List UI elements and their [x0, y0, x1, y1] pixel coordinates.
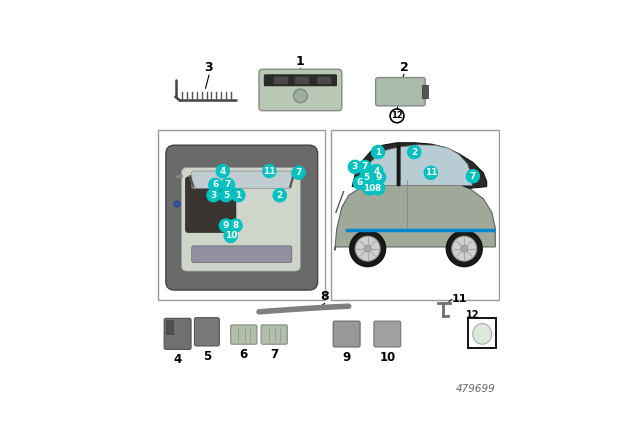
Circle shape: [364, 245, 371, 252]
Circle shape: [424, 166, 437, 179]
FancyBboxPatch shape: [186, 177, 236, 233]
Bar: [158, 129, 325, 301]
Circle shape: [355, 236, 380, 261]
FancyBboxPatch shape: [166, 145, 317, 290]
Text: 9: 9: [376, 173, 382, 182]
Circle shape: [372, 171, 386, 184]
Circle shape: [209, 178, 221, 191]
Text: 479699: 479699: [456, 383, 495, 393]
Text: 10: 10: [225, 232, 237, 241]
Text: 7: 7: [225, 181, 231, 190]
Circle shape: [467, 170, 479, 183]
Text: 6: 6: [212, 181, 218, 190]
Circle shape: [452, 236, 477, 261]
Circle shape: [370, 164, 383, 177]
Text: 3: 3: [352, 163, 358, 172]
Text: 7: 7: [270, 349, 278, 362]
Circle shape: [174, 201, 180, 207]
FancyBboxPatch shape: [181, 168, 300, 271]
Circle shape: [349, 231, 386, 267]
Circle shape: [348, 160, 362, 173]
Text: 8: 8: [232, 221, 239, 230]
Circle shape: [263, 164, 276, 177]
FancyBboxPatch shape: [274, 77, 289, 84]
Text: 7: 7: [296, 168, 302, 177]
Text: 4: 4: [173, 353, 182, 366]
Circle shape: [216, 164, 229, 177]
Text: 9: 9: [342, 351, 351, 364]
Circle shape: [371, 146, 385, 159]
Circle shape: [229, 219, 242, 232]
FancyBboxPatch shape: [374, 321, 401, 347]
Circle shape: [294, 89, 307, 103]
Text: 12: 12: [465, 310, 479, 320]
Circle shape: [446, 231, 482, 267]
Circle shape: [220, 189, 232, 202]
Text: 5: 5: [223, 191, 229, 200]
Bar: [468, 319, 497, 348]
Text: 9: 9: [223, 221, 229, 230]
Circle shape: [221, 178, 234, 191]
Text: 4: 4: [220, 167, 226, 176]
Text: 3: 3: [205, 61, 213, 74]
FancyBboxPatch shape: [317, 77, 332, 84]
FancyBboxPatch shape: [195, 318, 220, 346]
Text: 11: 11: [452, 294, 468, 304]
Bar: [422, 86, 428, 98]
Text: 7: 7: [362, 163, 368, 172]
Polygon shape: [166, 320, 173, 334]
Text: 2: 2: [399, 61, 408, 74]
Polygon shape: [401, 145, 472, 185]
Text: 12: 12: [391, 112, 403, 121]
Text: 6: 6: [240, 349, 248, 362]
FancyBboxPatch shape: [294, 77, 309, 84]
Circle shape: [408, 146, 420, 159]
Text: 2: 2: [276, 191, 283, 200]
FancyBboxPatch shape: [192, 246, 292, 263]
Polygon shape: [335, 180, 495, 250]
Text: 1: 1: [235, 191, 241, 200]
Polygon shape: [362, 147, 397, 185]
Circle shape: [461, 245, 468, 252]
FancyBboxPatch shape: [333, 321, 360, 347]
FancyBboxPatch shape: [261, 325, 287, 344]
Ellipse shape: [473, 323, 492, 344]
Circle shape: [360, 171, 372, 184]
Text: 10: 10: [380, 351, 396, 364]
Circle shape: [363, 182, 376, 195]
FancyBboxPatch shape: [192, 171, 292, 188]
Circle shape: [207, 189, 220, 202]
Text: 6: 6: [356, 178, 363, 187]
Text: 5: 5: [363, 173, 369, 182]
Circle shape: [220, 219, 232, 232]
Bar: [331, 129, 499, 301]
Text: 11: 11: [424, 168, 437, 177]
Circle shape: [232, 189, 245, 202]
Bar: [397, 145, 401, 185]
Circle shape: [353, 176, 366, 190]
FancyBboxPatch shape: [264, 75, 337, 86]
Text: 3: 3: [211, 191, 216, 200]
Text: 1: 1: [375, 147, 381, 156]
Text: 10: 10: [364, 184, 376, 193]
Circle shape: [224, 229, 237, 242]
FancyBboxPatch shape: [259, 69, 342, 111]
Text: 1: 1: [296, 55, 305, 68]
FancyBboxPatch shape: [164, 319, 191, 349]
FancyBboxPatch shape: [231, 325, 257, 344]
Text: 5: 5: [203, 350, 211, 363]
Circle shape: [358, 160, 371, 173]
Text: 7: 7: [470, 172, 476, 181]
Text: 8: 8: [320, 290, 329, 303]
Polygon shape: [352, 143, 486, 188]
Text: 2: 2: [411, 147, 417, 156]
Text: 4: 4: [373, 167, 380, 176]
Circle shape: [292, 166, 305, 179]
Text: 8: 8: [375, 184, 381, 193]
Text: 11: 11: [263, 167, 276, 176]
FancyBboxPatch shape: [376, 78, 425, 106]
Circle shape: [273, 189, 286, 202]
Circle shape: [371, 182, 385, 195]
